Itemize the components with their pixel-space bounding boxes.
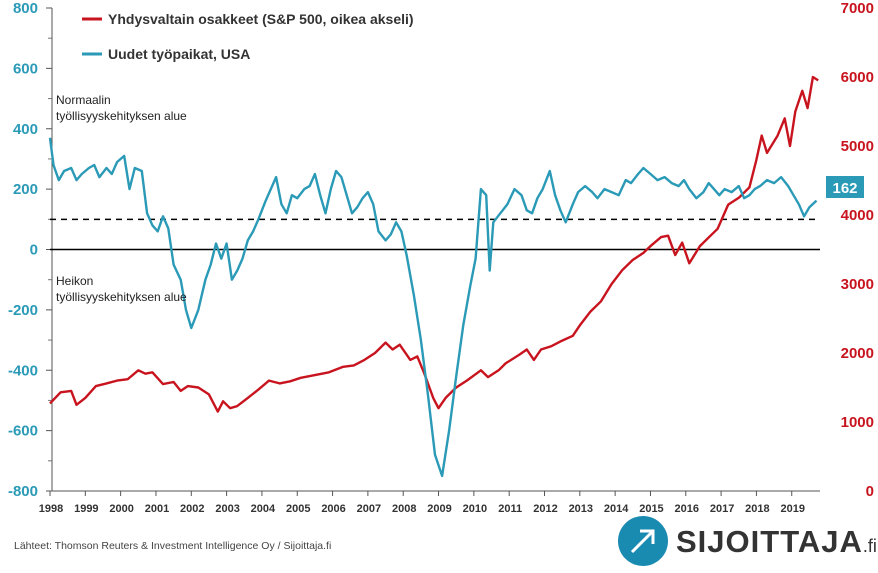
- right-tick-label: 3000: [841, 276, 874, 293]
- left-axis-ticks: 800 600 400 200 0 -200 -400 -600 -800: [8, 0, 53, 500]
- legend-label-sp500: Yhdysvaltain osakkeet (S&P 500, oikea ak…: [108, 11, 414, 27]
- logo-suffix: .fi: [862, 536, 877, 556]
- left-tick-label: 200: [13, 181, 38, 198]
- sijoittaja-logo[interactable]: SIJOITTAJA.fi: [618, 514, 877, 570]
- series-lines: [48, 75, 819, 478]
- right-tick-label: 6000: [841, 69, 874, 86]
- logo-main: SIJOITTAJA: [676, 524, 863, 559]
- left-tick-label: 800: [13, 0, 38, 17]
- left-tick-label: -400: [8, 362, 38, 379]
- annotation-normal-line2: työllisyyskehityksen alue: [56, 109, 187, 123]
- x-tick-label: 2015: [639, 503, 663, 515]
- annotation-weak: Heikon työllisyyskehityksen alue: [56, 274, 187, 304]
- reference-lines: [50, 218, 820, 251]
- x-tick-label: 2018: [745, 503, 769, 515]
- sp500-line: [49, 75, 819, 413]
- x-tick-label: 2011: [498, 503, 522, 515]
- x-tick-label: 2012: [533, 503, 557, 515]
- x-tick-label: 2002: [180, 503, 204, 515]
- value-badge-text: 162: [832, 180, 857, 197]
- annotation-weak-line1: Heikon: [56, 274, 93, 288]
- x-tick-label: 2019: [781, 503, 805, 515]
- x-tick-label: 2016: [675, 503, 699, 515]
- left-tick-label: 0: [30, 242, 38, 259]
- left-tick-label: 400: [13, 121, 38, 138]
- legend: Yhdysvaltain osakkeet (S&P 500, oikea ak…: [82, 11, 414, 62]
- logo-wordmark: SIJOITTAJA.fi: [676, 524, 877, 560]
- x-tick-label: 2006: [321, 503, 345, 515]
- x-tick-label: 2014: [604, 503, 629, 515]
- x-tick-label: 2017: [710, 503, 734, 515]
- x-tick-label: 2005: [286, 503, 310, 515]
- payrolls-line: [48, 137, 818, 478]
- value-badge-box: [826, 176, 864, 198]
- x-tick-label: 2008: [392, 503, 416, 515]
- x-tick-label: 2010: [463, 503, 487, 515]
- legend-label-payrolls: Uudet työpaikat, USA: [108, 46, 250, 62]
- right-tick-label: 5000: [841, 138, 874, 155]
- x-tick-label: 2004: [251, 503, 276, 515]
- left-tick-label: -200: [8, 302, 38, 319]
- right-tick-label: 1000: [841, 414, 874, 431]
- annotation-normal-line1: Normaalin: [56, 93, 111, 107]
- right-tick-label: 2000: [841, 345, 874, 362]
- x-axis: 1998 1999 2000 2001 2002 2003 2004 2005 2006 2007…: [39, 490, 820, 515]
- x-tick-label: 2000: [109, 503, 133, 515]
- annotation-normal: Normaalin työllisyyskehityksen alue: [56, 93, 187, 123]
- x-tick-label: 2009: [427, 503, 451, 515]
- right-tick-label: 4000: [841, 207, 874, 224]
- value-badge: 162: [826, 176, 864, 198]
- x-tick-label: 2013: [569, 503, 593, 515]
- x-tick-label: 1998: [39, 503, 63, 515]
- x-tick-label: 2003: [215, 503, 239, 515]
- right-axis-ticks: 7000 6000 5000 4000 3000 2000 1000 0: [841, 0, 874, 500]
- right-tick-label: 0: [866, 483, 874, 500]
- left-tick-label: -600: [8, 423, 38, 440]
- left-tick-label: 600: [13, 60, 38, 77]
- x-tick-label: 2001: [145, 503, 169, 515]
- left-tick-label: -800: [8, 483, 38, 500]
- x-tick-label: 1999: [74, 503, 98, 515]
- x-tick-label: 2007: [357, 503, 381, 515]
- annotation-weak-line2: työllisyyskehityksen alue: [56, 290, 187, 304]
- right-tick-label: 7000: [841, 0, 874, 17]
- logo-arrow-icon: [618, 516, 668, 566]
- source-note: Lähteet: Thomson Reuters & Investment In…: [14, 540, 332, 552]
